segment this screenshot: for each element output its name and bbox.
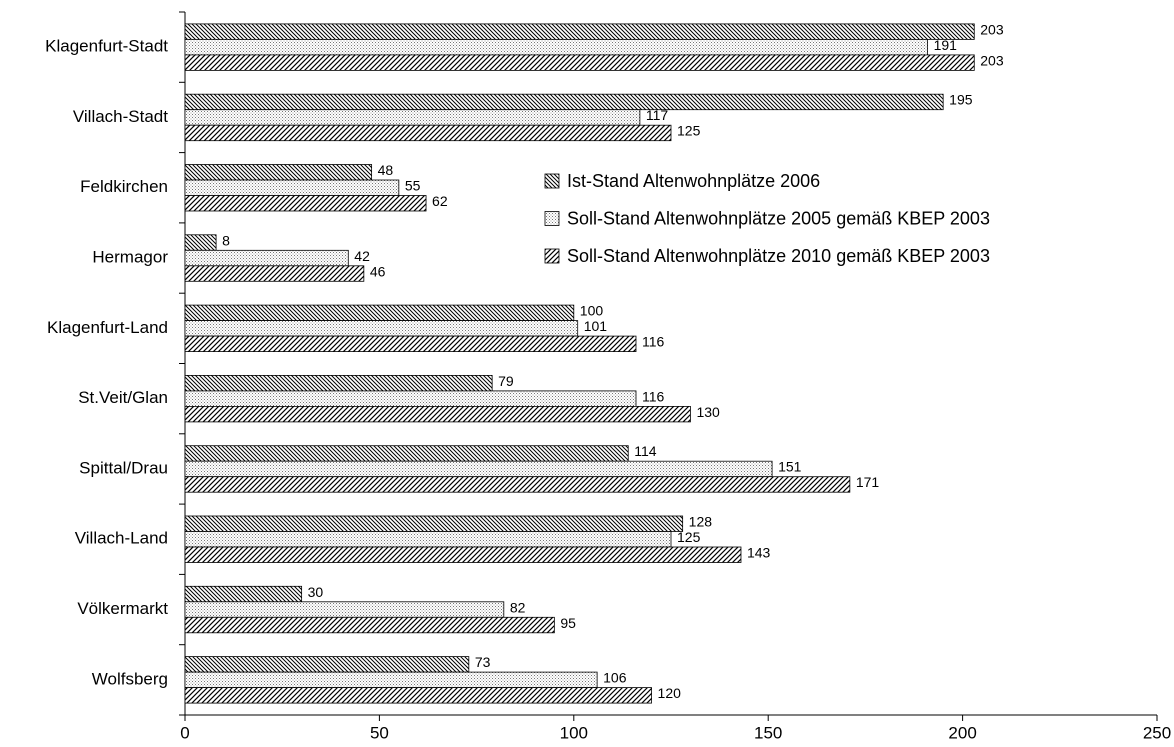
bar (184, 616, 555, 634)
bar (184, 445, 629, 462)
x-tick-label: 250 (1143, 723, 1171, 742)
bar (184, 39, 929, 56)
value-label: 95 (560, 615, 576, 631)
bar (184, 195, 427, 212)
bar (184, 656, 470, 673)
legend-swatch (544, 173, 560, 189)
legend-label: Ist-Stand Altenwohnplätze 2006 (567, 171, 820, 191)
bar (184, 249, 349, 267)
bar (184, 671, 598, 688)
bar (184, 234, 217, 251)
value-label: 106 (603, 670, 627, 686)
value-label: 171 (856, 474, 880, 490)
category-label: Völkermarkt (77, 599, 168, 618)
category-label: Hermagor (92, 248, 168, 267)
value-label: 46 (370, 263, 386, 279)
bar (184, 460, 773, 478)
value-label: 8 (222, 232, 230, 248)
bar (184, 405, 691, 423)
x-tick-label: 50 (370, 723, 389, 742)
bar (184, 335, 637, 353)
bar (184, 601, 505, 618)
bar (184, 531, 672, 548)
value-label: 195 (949, 92, 973, 108)
category-label: Klagenfurt-Stadt (45, 37, 168, 56)
category-label: Villach-Land (75, 529, 168, 548)
value-label: 128 (689, 513, 713, 529)
bar (184, 390, 637, 407)
value-label: 82 (510, 599, 526, 615)
value-label: 79 (498, 373, 514, 389)
value-label: 100 (580, 303, 604, 319)
value-label: 116 (642, 334, 665, 350)
value-label: 30 (308, 584, 324, 600)
bar (184, 546, 742, 563)
bar (184, 476, 851, 493)
bar (184, 320, 579, 337)
value-label: 151 (778, 459, 802, 475)
bar (184, 515, 684, 532)
x-tick-label: 150 (754, 723, 782, 742)
value-label: 101 (584, 318, 608, 334)
bar (184, 585, 303, 603)
category-label: Wolfsberg (92, 669, 168, 688)
bar (184, 93, 944, 111)
bar (184, 23, 975, 40)
value-label: 42 (354, 248, 370, 264)
value-label: 114 (634, 443, 657, 459)
category-label: Villach-Stadt (73, 107, 168, 126)
value-label: 116 (642, 388, 665, 404)
category-label: Spittal/Drau (79, 458, 168, 477)
value-label: 203 (980, 21, 1004, 37)
value-label: 55 (405, 177, 421, 193)
value-label: 120 (658, 685, 682, 701)
x-tick-label: 0 (180, 723, 189, 742)
bar (184, 54, 975, 71)
value-label: 48 (378, 162, 394, 178)
category-label: Feldkirchen (80, 177, 168, 196)
x-tick-label: 200 (948, 723, 976, 742)
bar (184, 179, 400, 196)
bar (184, 374, 493, 392)
bar (184, 109, 641, 126)
legend-label: Soll-Stand Altenwohnplätze 2005 gemäß KB… (567, 208, 990, 228)
value-label: 130 (696, 404, 720, 420)
value-label: 62 (432, 193, 448, 209)
bar (184, 687, 652, 704)
value-label: 117 (646, 107, 669, 123)
bar (184, 265, 365, 282)
value-label: 191 (934, 37, 958, 53)
category-label: St.Veit/Glan (78, 388, 168, 407)
bar (184, 124, 672, 142)
category-label: Klagenfurt-Land (47, 318, 168, 337)
legend-swatch (544, 211, 560, 226)
x-tick-label: 100 (560, 723, 588, 742)
value-label: 73 (475, 654, 491, 670)
value-label: 143 (747, 544, 771, 560)
value-label: 125 (677, 529, 701, 545)
legend-label: Soll-Stand Altenwohnplätze 2010 gemäß KB… (567, 246, 990, 266)
bar (184, 304, 575, 322)
legend-swatch (544, 248, 560, 264)
value-label: 203 (980, 52, 1004, 68)
bar (184, 164, 373, 181)
value-label: 125 (677, 123, 701, 139)
